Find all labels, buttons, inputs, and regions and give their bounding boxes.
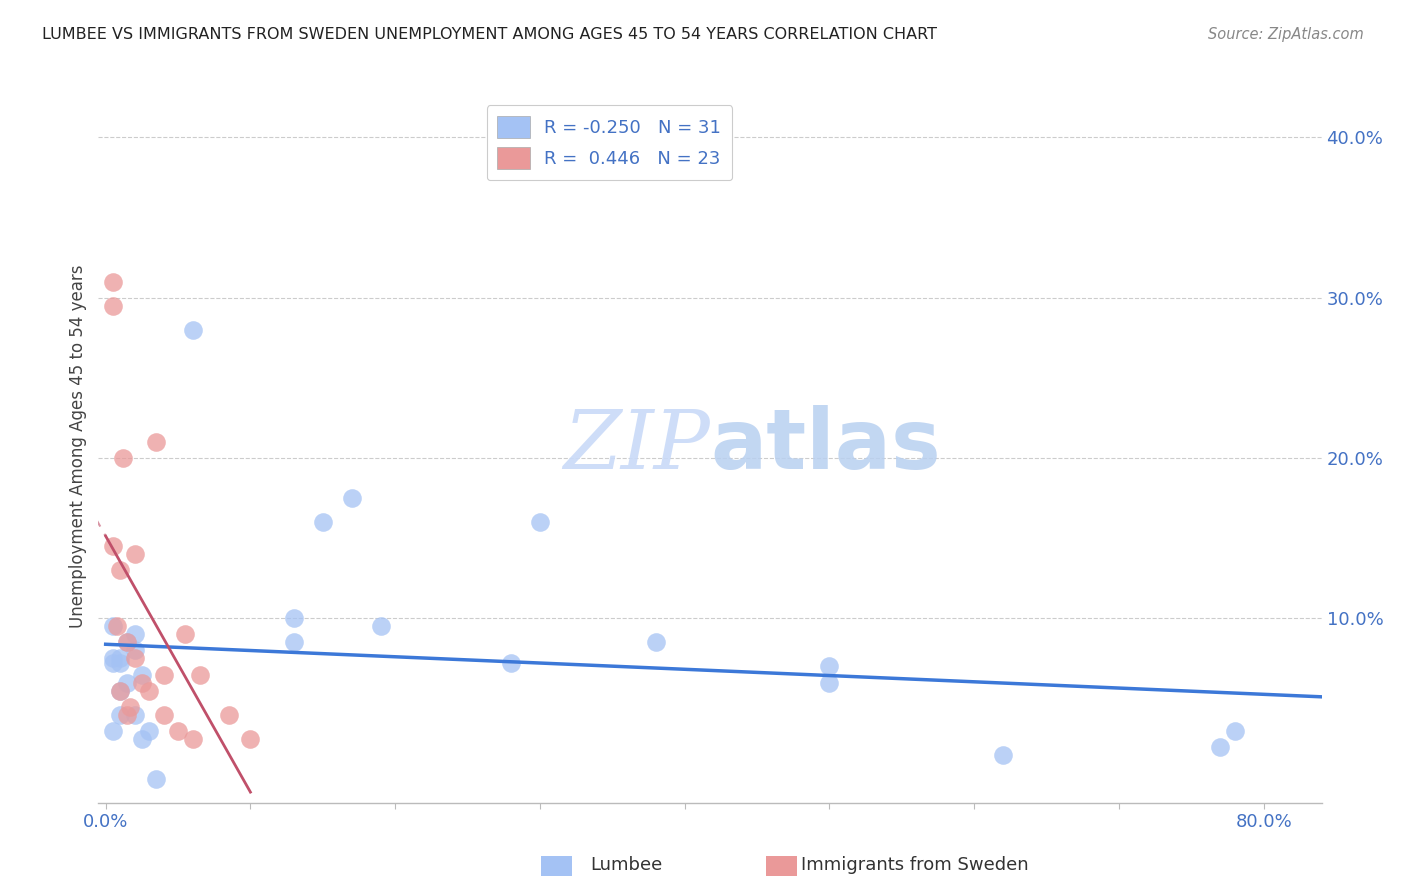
Point	[117, 675, 139, 690]
Point	[124, 651, 146, 665]
Point	[108, 657, 131, 671]
Text: Source: ZipAtlas.com: Source: ZipAtlas.com	[1208, 27, 1364, 42]
Point	[131, 667, 153, 681]
Point	[124, 707, 146, 722]
Point	[124, 643, 146, 657]
Point	[108, 683, 131, 698]
Point	[145, 435, 167, 450]
Point	[105, 619, 128, 633]
Point	[101, 657, 124, 671]
Point	[101, 275, 124, 289]
Point	[174, 627, 197, 641]
Point	[188, 667, 211, 681]
Point	[117, 635, 139, 649]
Point	[818, 659, 841, 673]
Point	[644, 635, 666, 649]
Point	[1223, 723, 1246, 738]
Point	[312, 515, 335, 529]
Point	[101, 619, 124, 633]
Point	[117, 635, 139, 649]
Text: atlas: atlas	[710, 406, 941, 486]
Point	[340, 491, 363, 505]
Point	[108, 651, 131, 665]
Point	[283, 635, 305, 649]
Point	[101, 651, 124, 665]
Point	[108, 707, 131, 722]
Point	[138, 723, 160, 738]
Point	[120, 699, 142, 714]
Point	[152, 667, 174, 681]
Point	[181, 731, 204, 746]
Point	[152, 707, 174, 722]
Y-axis label: Unemployment Among Ages 45 to 54 years: Unemployment Among Ages 45 to 54 years	[69, 264, 87, 628]
Point	[124, 547, 146, 561]
Text: Immigrants from Sweden: Immigrants from Sweden	[801, 856, 1029, 874]
Point	[370, 619, 392, 633]
Point	[124, 627, 146, 641]
Point	[112, 450, 135, 465]
Point	[499, 657, 522, 671]
Point	[991, 747, 1014, 762]
Point	[239, 731, 262, 746]
Text: ZIP: ZIP	[564, 406, 710, 486]
Legend: R = -0.250   N = 31, R =  0.446   N = 23: R = -0.250 N = 31, R = 0.446 N = 23	[486, 105, 733, 180]
Point	[1209, 739, 1232, 754]
Point	[101, 723, 124, 738]
Point	[138, 683, 160, 698]
Point	[131, 731, 153, 746]
Point	[131, 675, 153, 690]
Point	[283, 611, 305, 625]
Point	[108, 563, 131, 577]
Text: Lumbee: Lumbee	[591, 856, 662, 874]
Point	[117, 707, 139, 722]
Point	[181, 323, 204, 337]
Text: LUMBEE VS IMMIGRANTS FROM SWEDEN UNEMPLOYMENT AMONG AGES 45 TO 54 YEARS CORRELAT: LUMBEE VS IMMIGRANTS FROM SWEDEN UNEMPLO…	[42, 27, 938, 42]
Point	[145, 772, 167, 786]
Point	[818, 675, 841, 690]
Point	[167, 723, 190, 738]
Point	[108, 683, 131, 698]
Point	[101, 539, 124, 553]
Point	[529, 515, 551, 529]
Point	[218, 707, 240, 722]
Point	[101, 299, 124, 313]
